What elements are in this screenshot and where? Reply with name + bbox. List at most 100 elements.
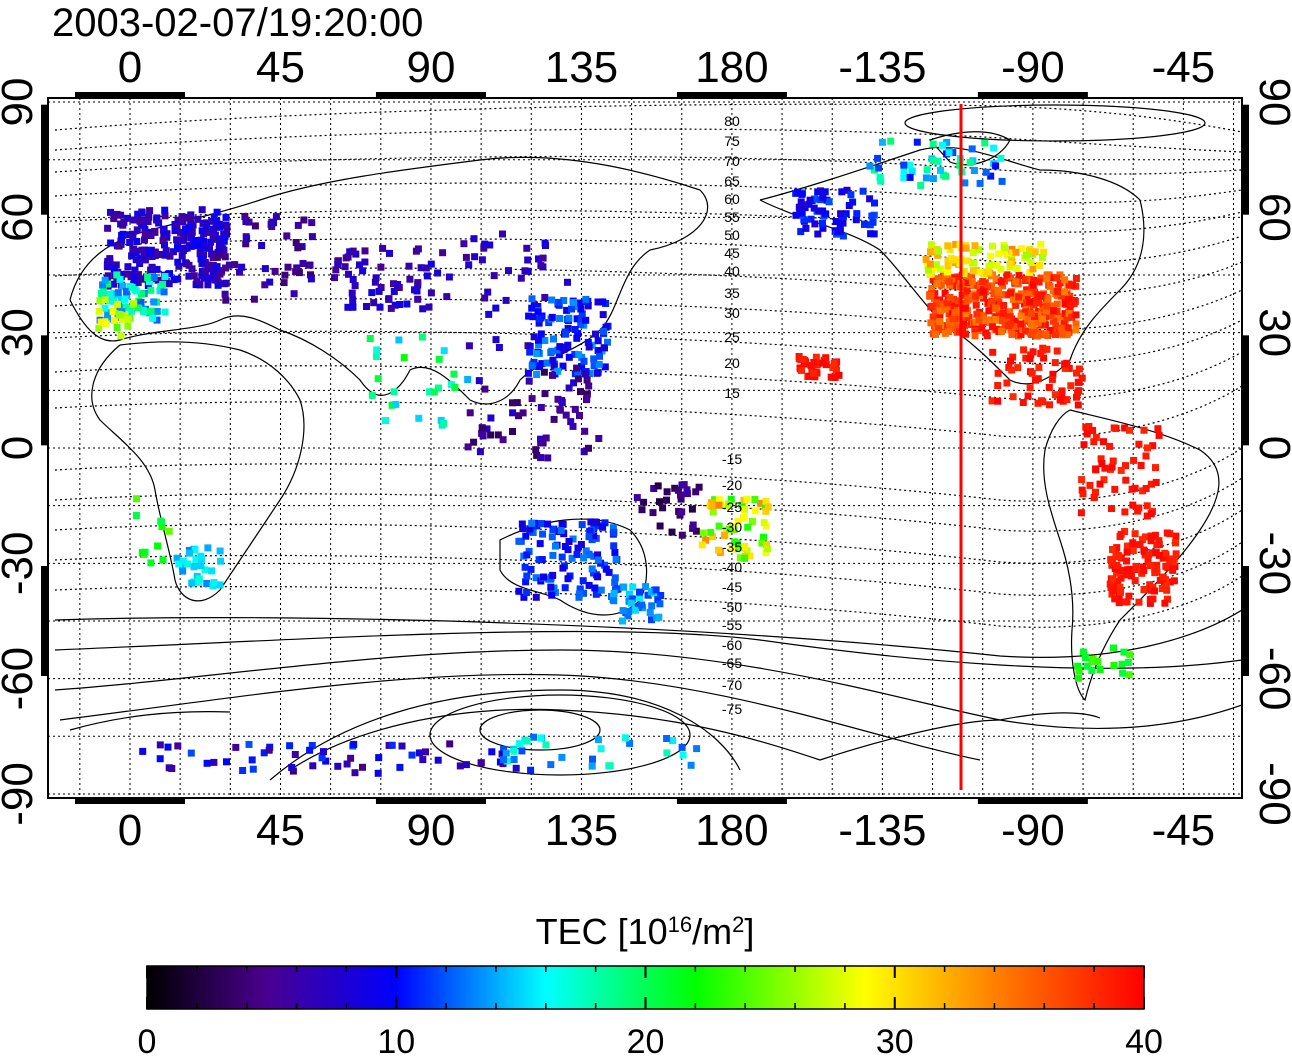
tec-cell: [209, 254, 217, 262]
tec-cell: [1109, 575, 1117, 583]
axis-tick-labels: 0045459090135135180180-135-135-90-90-45-…: [0, 43, 1292, 855]
tec-cell: [900, 161, 908, 169]
tec-cell: [198, 272, 206, 280]
tec-cell: [422, 748, 429, 756]
tec-cell: [205, 274, 213, 282]
tec-cell: [751, 507, 759, 515]
tec-cell: [624, 612, 632, 620]
tec-cell: [937, 166, 944, 174]
tec-cell: [757, 499, 765, 507]
lon-tick-label-top: 135: [545, 43, 618, 92]
tec-cell: [471, 253, 479, 261]
tec-cell: [1106, 442, 1114, 450]
tec-cell: [683, 486, 691, 494]
tec-cell: [601, 519, 609, 527]
tec-cell: [1034, 399, 1042, 407]
tec-cell: [800, 202, 808, 210]
tec-cell: [1144, 444, 1151, 452]
tec-cell: [281, 271, 289, 279]
tec-cell: [200, 237, 207, 245]
tec-cell: [720, 531, 728, 539]
tec-cell: [549, 356, 557, 364]
tec-cell: [1113, 544, 1121, 552]
tec-cell: [1101, 464, 1109, 472]
tec-cell: [1079, 490, 1087, 498]
tec-cell: [838, 188, 846, 196]
tec-cell: [680, 481, 688, 489]
tec-cell: [175, 560, 183, 568]
tec-cell: [817, 187, 824, 195]
tec-cell: [648, 602, 656, 610]
tec-cell: [334, 257, 342, 265]
tec-cell: [95, 324, 103, 332]
lat-tick-label-left: 60: [0, 193, 42, 242]
tec-cell: [1111, 485, 1119, 493]
tec-cell: [1000, 248, 1008, 256]
tec-cell: [544, 454, 552, 462]
tec-cell: [741, 505, 749, 513]
tec-cell: [917, 182, 925, 189]
tec-cell: [565, 538, 573, 545]
tec-cell: [332, 266, 340, 274]
tec-cell: [502, 296, 510, 304]
tec-cell: [1049, 274, 1057, 282]
tec-cell: [806, 196, 814, 204]
tec-cell: [170, 276, 178, 284]
tec-cell: [526, 525, 534, 533]
tec-cell: [573, 334, 581, 342]
tec-cell: [762, 549, 770, 557]
tec-cell: [440, 347, 448, 355]
contour-label: 20: [724, 355, 740, 371]
tec-cell: [509, 428, 516, 435]
tec-cell: [578, 363, 586, 370]
tec-cell: [1075, 365, 1083, 373]
tec-cell: [656, 600, 664, 608]
tec-cell: [1026, 269, 1034, 276]
tec-cell: [874, 154, 882, 162]
tec-cell: [104, 309, 112, 317]
tec-cell: [520, 593, 528, 601]
tec-cell: [478, 256, 486, 264]
tec-cell: [1029, 265, 1037, 273]
tec-cell: [1029, 348, 1037, 356]
tec-cell: [423, 272, 431, 280]
tec-cell: [945, 149, 953, 157]
tec-cell: [156, 287, 164, 295]
tec-cell: [1075, 667, 1083, 675]
tec-cell: [763, 541, 770, 549]
tec-cell: [377, 284, 385, 291]
tec-cell: [936, 265, 944, 273]
tec-cell: [1029, 281, 1037, 289]
tec-cell: [582, 295, 590, 303]
tec-cell: [107, 208, 114, 216]
tec-cell: [107, 239, 115, 247]
tec-cell: [215, 235, 223, 243]
tec-cell: [922, 174, 930, 182]
tec-cell: [944, 242, 952, 250]
tec-cell: [1090, 438, 1098, 446]
tec-cell: [715, 522, 723, 530]
tec-cell: [177, 228, 185, 236]
tec-cell: [942, 272, 950, 280]
tec-cell: [565, 314, 573, 322]
tec-cell: [995, 298, 1003, 306]
tec-cell: [762, 507, 770, 515]
tec-cell: [1090, 494, 1098, 502]
tec-cell: [1061, 310, 1069, 318]
tec-cell: [743, 495, 751, 503]
tec-cell: [1015, 271, 1023, 279]
tec-cell: [370, 299, 378, 307]
tec-cell: [1161, 599, 1169, 607]
tec-cell: [519, 409, 527, 417]
tec-cell: [241, 213, 249, 220]
tec-cell: [610, 528, 618, 536]
tec-cell: [1163, 586, 1171, 594]
tec-cell: [153, 265, 161, 273]
tec-cell: [556, 405, 564, 413]
tec-cell: [549, 526, 557, 533]
tec-cell: [611, 578, 619, 586]
tec-cell: [1080, 441, 1088, 449]
tec-cell: [368, 391, 376, 399]
tec-cell: [535, 319, 543, 327]
tec-cell: [693, 745, 701, 753]
